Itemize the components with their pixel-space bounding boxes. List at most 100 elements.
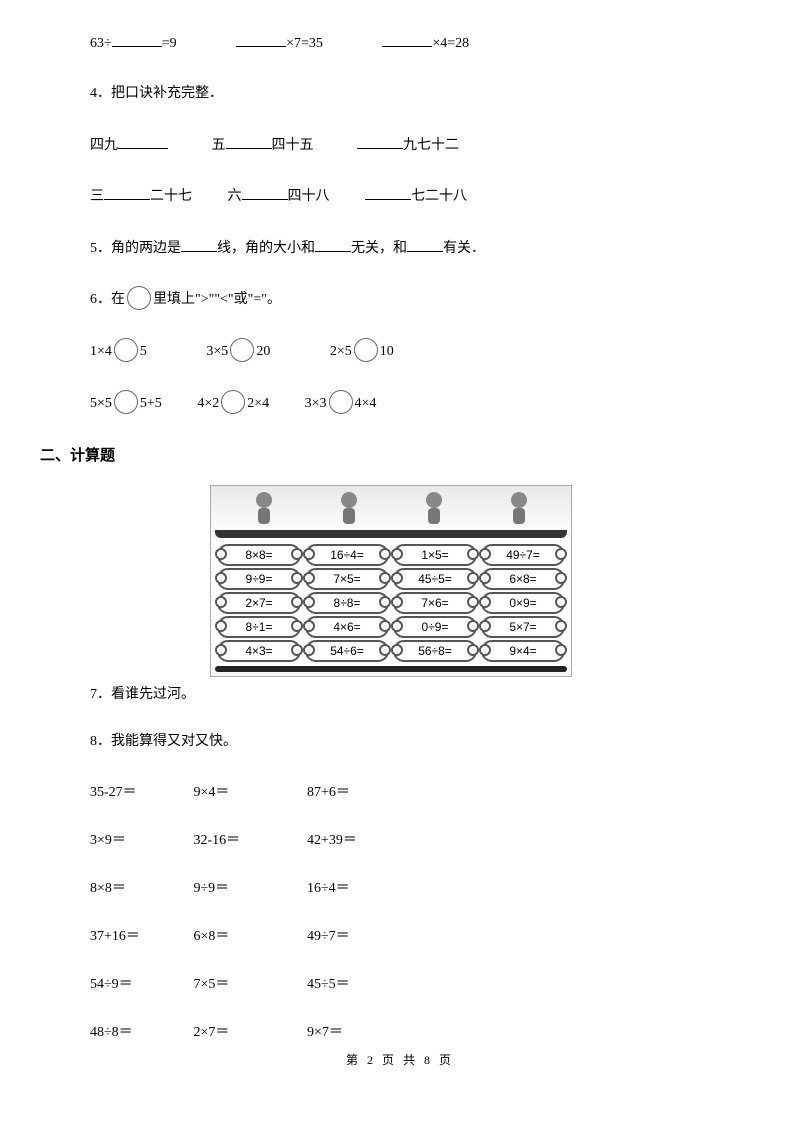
cloud-cell[interactable]: 2×7= (217, 592, 301, 614)
q6r2-0: 5×5 (90, 396, 112, 411)
calc-item: 45÷5＝ (307, 973, 407, 993)
q6r2-4: 3×3 (305, 396, 327, 411)
q6r1-3: 20 (256, 344, 270, 359)
q6-title: 6．在 里填上">""<"或"="。 (90, 288, 710, 312)
q5-mid1: 线，角的大小和 (217, 241, 315, 256)
problem-image: 8×8= 16÷4= 1×5= 49÷7= 9÷9= 7×5= 45÷5= 6×… (210, 485, 572, 677)
cloud-cell[interactable]: 8÷8= (305, 592, 389, 614)
q8-title: 8．我能算得又对又快。 (90, 731, 710, 753)
wave-divider (215, 530, 567, 538)
wave-divider (215, 666, 567, 672)
calc-item: 7×5＝ (194, 973, 304, 993)
cloud-cell[interactable]: 7×5= (305, 568, 389, 590)
q5-blank2[interactable] (315, 237, 351, 252)
cloud-cell[interactable]: 0×9= (481, 592, 565, 614)
q6r2-1: 5+5 (140, 396, 162, 411)
cloud-cell[interactable]: 4×6= (305, 616, 389, 638)
q6r1-0: 1×4 (90, 344, 112, 359)
q8-row: 8×8＝ 9÷9＝ 16÷4＝ (90, 877, 710, 897)
cloud-cell[interactable]: 5×7= (481, 616, 565, 638)
characters-row (211, 486, 571, 530)
q6-row2: 5×55+5 4×22×4 3×34×4 (90, 392, 710, 416)
q4r2a-post: 二十七 (150, 189, 192, 204)
q4r2a-pre: 三 (90, 189, 104, 204)
q8-row: 3×9＝ 32-16＝ 42+39＝ (90, 829, 710, 849)
q4r1a: 四九 (90, 138, 118, 153)
q4r2c-blank[interactable] (365, 185, 411, 200)
calc-item: 3×9＝ (90, 829, 190, 849)
circle-icon (127, 286, 151, 310)
calc-item: 6×8＝ (194, 925, 304, 945)
cloud-cell[interactable]: 8÷1= (217, 616, 301, 638)
q4r2a-blank[interactable] (104, 185, 150, 200)
calc-item: 32-16＝ (194, 829, 304, 849)
calc-item: 42+39＝ (307, 829, 407, 849)
q3b: ×7=35 (286, 36, 323, 51)
compare-circle[interactable] (329, 390, 353, 414)
q6r2-3: 2×4 (247, 396, 269, 411)
q3c-blank[interactable] (382, 32, 432, 47)
q3a-post: =9 (162, 36, 177, 51)
q6-title-post: 里填上">""<"或"="。 (153, 292, 281, 307)
q8-row: 48÷8＝ 2×7＝ 9×7＝ (90, 1021, 710, 1041)
q4r2b-blank[interactable] (242, 185, 288, 200)
q4-row2: 三二十七 六四十八 七二十八 (90, 185, 710, 208)
q5-blank1[interactable] (181, 237, 217, 252)
compare-circle[interactable] (230, 338, 254, 362)
q4r1c-blank[interactable] (357, 134, 403, 149)
cloud-cell[interactable]: 56÷8= (393, 640, 477, 662)
cloud-grid: 8×8= 16÷4= 1×5= 49÷7= 9÷9= 7×5= 45÷5= 6×… (211, 538, 571, 666)
cloud-cell[interactable]: 7×6= (393, 592, 477, 614)
q4r2b-pre: 六 (228, 189, 242, 204)
q6r2-2: 4×2 (197, 396, 219, 411)
compare-circle[interactable] (114, 390, 138, 414)
cloud-cell[interactable]: 9×4= (481, 640, 565, 662)
q8-row: 54÷9＝ 7×5＝ 45÷5＝ (90, 973, 710, 993)
calc-item: 16÷4＝ (307, 877, 407, 897)
cloud-cell[interactable]: 4×3= (217, 640, 301, 662)
q6-title-pre: 6．在 (90, 292, 125, 307)
page-content: 63÷=9 ×7=35 ×4=28 4．把口诀补充完整． 四九 五四十五 九七十… (0, 0, 800, 1088)
page-footer: 第 2 页 共 8 页 (90, 1051, 710, 1068)
q4r1b-post: 四十五 (272, 138, 314, 153)
q6r1-4: 2×5 (330, 344, 352, 359)
cloud-cell[interactable]: 0÷9= (393, 616, 477, 638)
q4r1b-blank[interactable] (226, 134, 272, 149)
calc-item: 35-27＝ (90, 781, 190, 801)
calc-item: 48÷8＝ (90, 1021, 190, 1041)
q6r1-2: 3×5 (206, 344, 228, 359)
calc-item: 37+16＝ (90, 925, 190, 945)
compare-circle[interactable] (114, 338, 138, 362)
cloud-cell[interactable]: 8×8= (217, 544, 301, 566)
q3b-blank[interactable] (236, 32, 286, 47)
character-icon (335, 492, 363, 528)
compare-circle[interactable] (221, 390, 245, 414)
cloud-cell[interactable]: 49÷7= (481, 544, 565, 566)
calc-item: 54÷9＝ (90, 973, 190, 993)
compare-circle[interactable] (354, 338, 378, 362)
q5-blank3[interactable] (407, 237, 443, 252)
section-2-title: 二、计算题 (40, 444, 710, 465)
q3a-blank[interactable] (112, 32, 162, 47)
cloud-cell[interactable]: 54÷6= (305, 640, 389, 662)
q5-post: 有关． (443, 241, 485, 256)
q4r2c-post: 七二十八 (411, 189, 467, 204)
cloud-cell[interactable]: 9÷9= (217, 568, 301, 590)
q8-row: 37+16＝ 6×8＝ 49÷7＝ (90, 925, 710, 945)
cloud-cell[interactable]: 45÷5= (393, 568, 477, 590)
q6r1-1: 5 (140, 344, 147, 359)
q4-title: 4．把口诀补充完整． (90, 83, 710, 105)
cloud-cell[interactable]: 1×5= (393, 544, 477, 566)
character-icon (420, 492, 448, 528)
calc-item: 49÷7＝ (307, 925, 407, 945)
q4r1c-post: 九七十二 (403, 138, 459, 153)
q4r1a-blank[interactable] (118, 134, 168, 149)
calc-item: 87+6＝ (307, 781, 407, 801)
calc-item: 9÷9＝ (194, 877, 304, 897)
cloud-cell[interactable]: 16÷4= (305, 544, 389, 566)
q6-row1: 1×45 3×520 2×510 (90, 340, 710, 364)
cloud-cell[interactable]: 6×8= (481, 568, 565, 590)
q5-pre: 5．角的两边是 (90, 241, 181, 256)
calc-item: 9×7＝ (307, 1021, 407, 1041)
q7-title: 7．看谁先过河。 (90, 683, 710, 703)
